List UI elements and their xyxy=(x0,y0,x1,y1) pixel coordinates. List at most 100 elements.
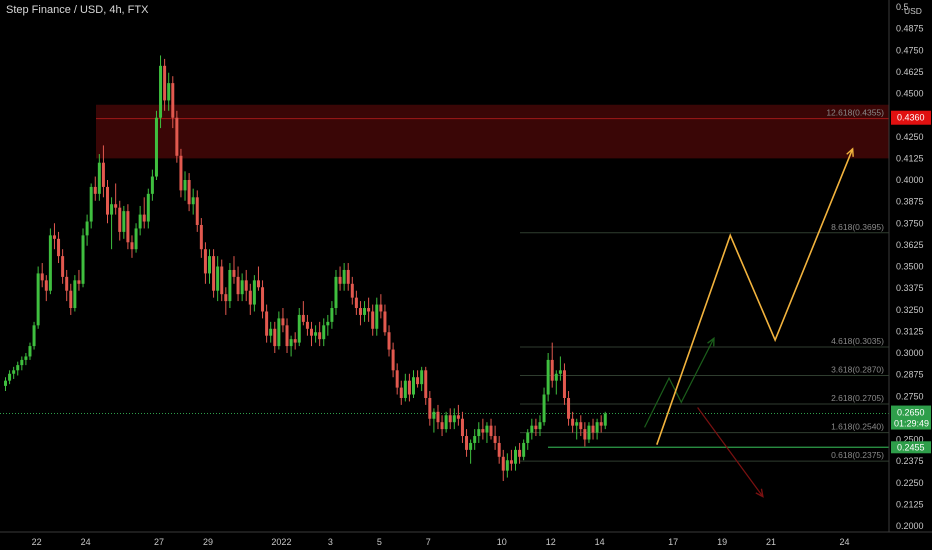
candle-body xyxy=(391,349,395,371)
candle-body xyxy=(326,321,330,326)
candle-body xyxy=(28,346,32,357)
time-tick-label: 24 xyxy=(81,537,91,547)
countdown-text: 01:29:49 xyxy=(894,419,929,429)
candle-body xyxy=(550,359,554,381)
candle-body xyxy=(346,269,350,284)
candle-body xyxy=(403,380,407,398)
candle-body xyxy=(358,308,362,315)
candle-body xyxy=(514,449,517,464)
fib-level-label: 0.618(0.2375) xyxy=(831,450,884,460)
price-tick-label: 0.3125 xyxy=(896,326,924,336)
green-arrowhead xyxy=(707,336,715,347)
candle-body xyxy=(150,176,154,194)
candle-body xyxy=(208,256,211,274)
current-price-text: 0.2650 xyxy=(897,408,925,418)
price-tick-label: 0.3875 xyxy=(896,197,924,207)
target-price-text: 0.4360 xyxy=(897,113,925,123)
candle-body xyxy=(134,228,138,250)
candle-body xyxy=(395,370,399,388)
time-tick-label: 14 xyxy=(595,537,605,547)
candle-body xyxy=(8,373,12,381)
candle-body xyxy=(501,456,505,471)
candle-body xyxy=(73,280,77,309)
time-tick-label: 19 xyxy=(717,537,727,547)
candle-body xyxy=(363,308,367,315)
time-tick-label: 24 xyxy=(839,537,849,547)
time-tick-label: 21 xyxy=(766,537,776,547)
candle-body xyxy=(509,460,513,464)
candle-body xyxy=(436,411,440,423)
candle-body xyxy=(330,308,334,322)
candle-body xyxy=(256,280,260,288)
candle-body xyxy=(420,370,424,385)
candle-body xyxy=(293,339,297,343)
candle-body xyxy=(526,432,530,443)
candle-body xyxy=(175,117,179,156)
candle-body xyxy=(93,186,97,194)
candle-body xyxy=(179,155,183,191)
candle-body xyxy=(485,425,489,433)
target-price-badge xyxy=(891,110,931,125)
candle-body xyxy=(546,359,550,395)
candle-body xyxy=(354,297,358,309)
candle-body xyxy=(599,422,603,426)
candle-body xyxy=(65,276,69,291)
candle-body xyxy=(310,328,313,336)
candle-body xyxy=(489,425,493,437)
candles xyxy=(4,55,607,482)
candle-body xyxy=(52,235,56,239)
candle-body xyxy=(130,242,134,250)
candle-body xyxy=(558,370,562,374)
time-tick-label: 27 xyxy=(154,537,164,547)
candle-body xyxy=(216,266,220,291)
candle-body xyxy=(203,249,207,274)
price-tick-label: 0.4500 xyxy=(896,89,924,99)
price-tick-label: 0.3625 xyxy=(896,240,924,250)
price-tick-label: 0.4625 xyxy=(896,67,924,77)
candle-body xyxy=(530,425,534,433)
candle-body xyxy=(244,280,248,291)
candle-body xyxy=(379,304,383,312)
price-tick-label: 0.2125 xyxy=(896,499,924,509)
candle-body xyxy=(228,269,232,302)
time-tick-label: 3 xyxy=(328,537,333,547)
candle-body xyxy=(477,429,481,437)
candle-body xyxy=(595,422,599,433)
candle-body xyxy=(301,314,305,322)
candle-body xyxy=(424,370,428,398)
candle-body xyxy=(432,411,436,419)
candle-body xyxy=(387,332,391,350)
forecast-arrowhead xyxy=(846,147,854,157)
candle-body xyxy=(350,283,354,298)
red-projection-path xyxy=(697,407,764,497)
candle-body xyxy=(89,186,93,222)
candle-body xyxy=(371,311,375,329)
price-tick-label: 0.2250 xyxy=(896,478,924,488)
candle-body xyxy=(542,394,546,423)
fib-level-label: 2.618(0.2705) xyxy=(831,393,884,403)
price-tick-label: 0.4875 xyxy=(896,24,924,34)
candle-body xyxy=(269,328,273,336)
candle-body xyxy=(277,318,281,347)
candle-body xyxy=(497,442,501,457)
candle-body xyxy=(297,314,301,343)
candle-body xyxy=(281,318,285,326)
currency-label: USD xyxy=(904,6,922,16)
candle-body xyxy=(118,207,122,232)
candle-body xyxy=(154,117,158,177)
candle-body xyxy=(505,460,509,471)
candle-body xyxy=(591,425,595,433)
candle-body xyxy=(57,238,61,257)
candle-body xyxy=(20,359,24,366)
candle-body xyxy=(224,294,228,302)
candle-body xyxy=(452,415,456,423)
candle-body xyxy=(146,193,150,222)
candle-body xyxy=(322,325,326,340)
candle-body xyxy=(36,273,40,326)
candle-body xyxy=(314,332,318,336)
price-tick-label: 0.4250 xyxy=(896,132,924,142)
candle-body xyxy=(522,442,526,457)
candle-body xyxy=(518,449,522,457)
candle-body xyxy=(571,418,575,426)
